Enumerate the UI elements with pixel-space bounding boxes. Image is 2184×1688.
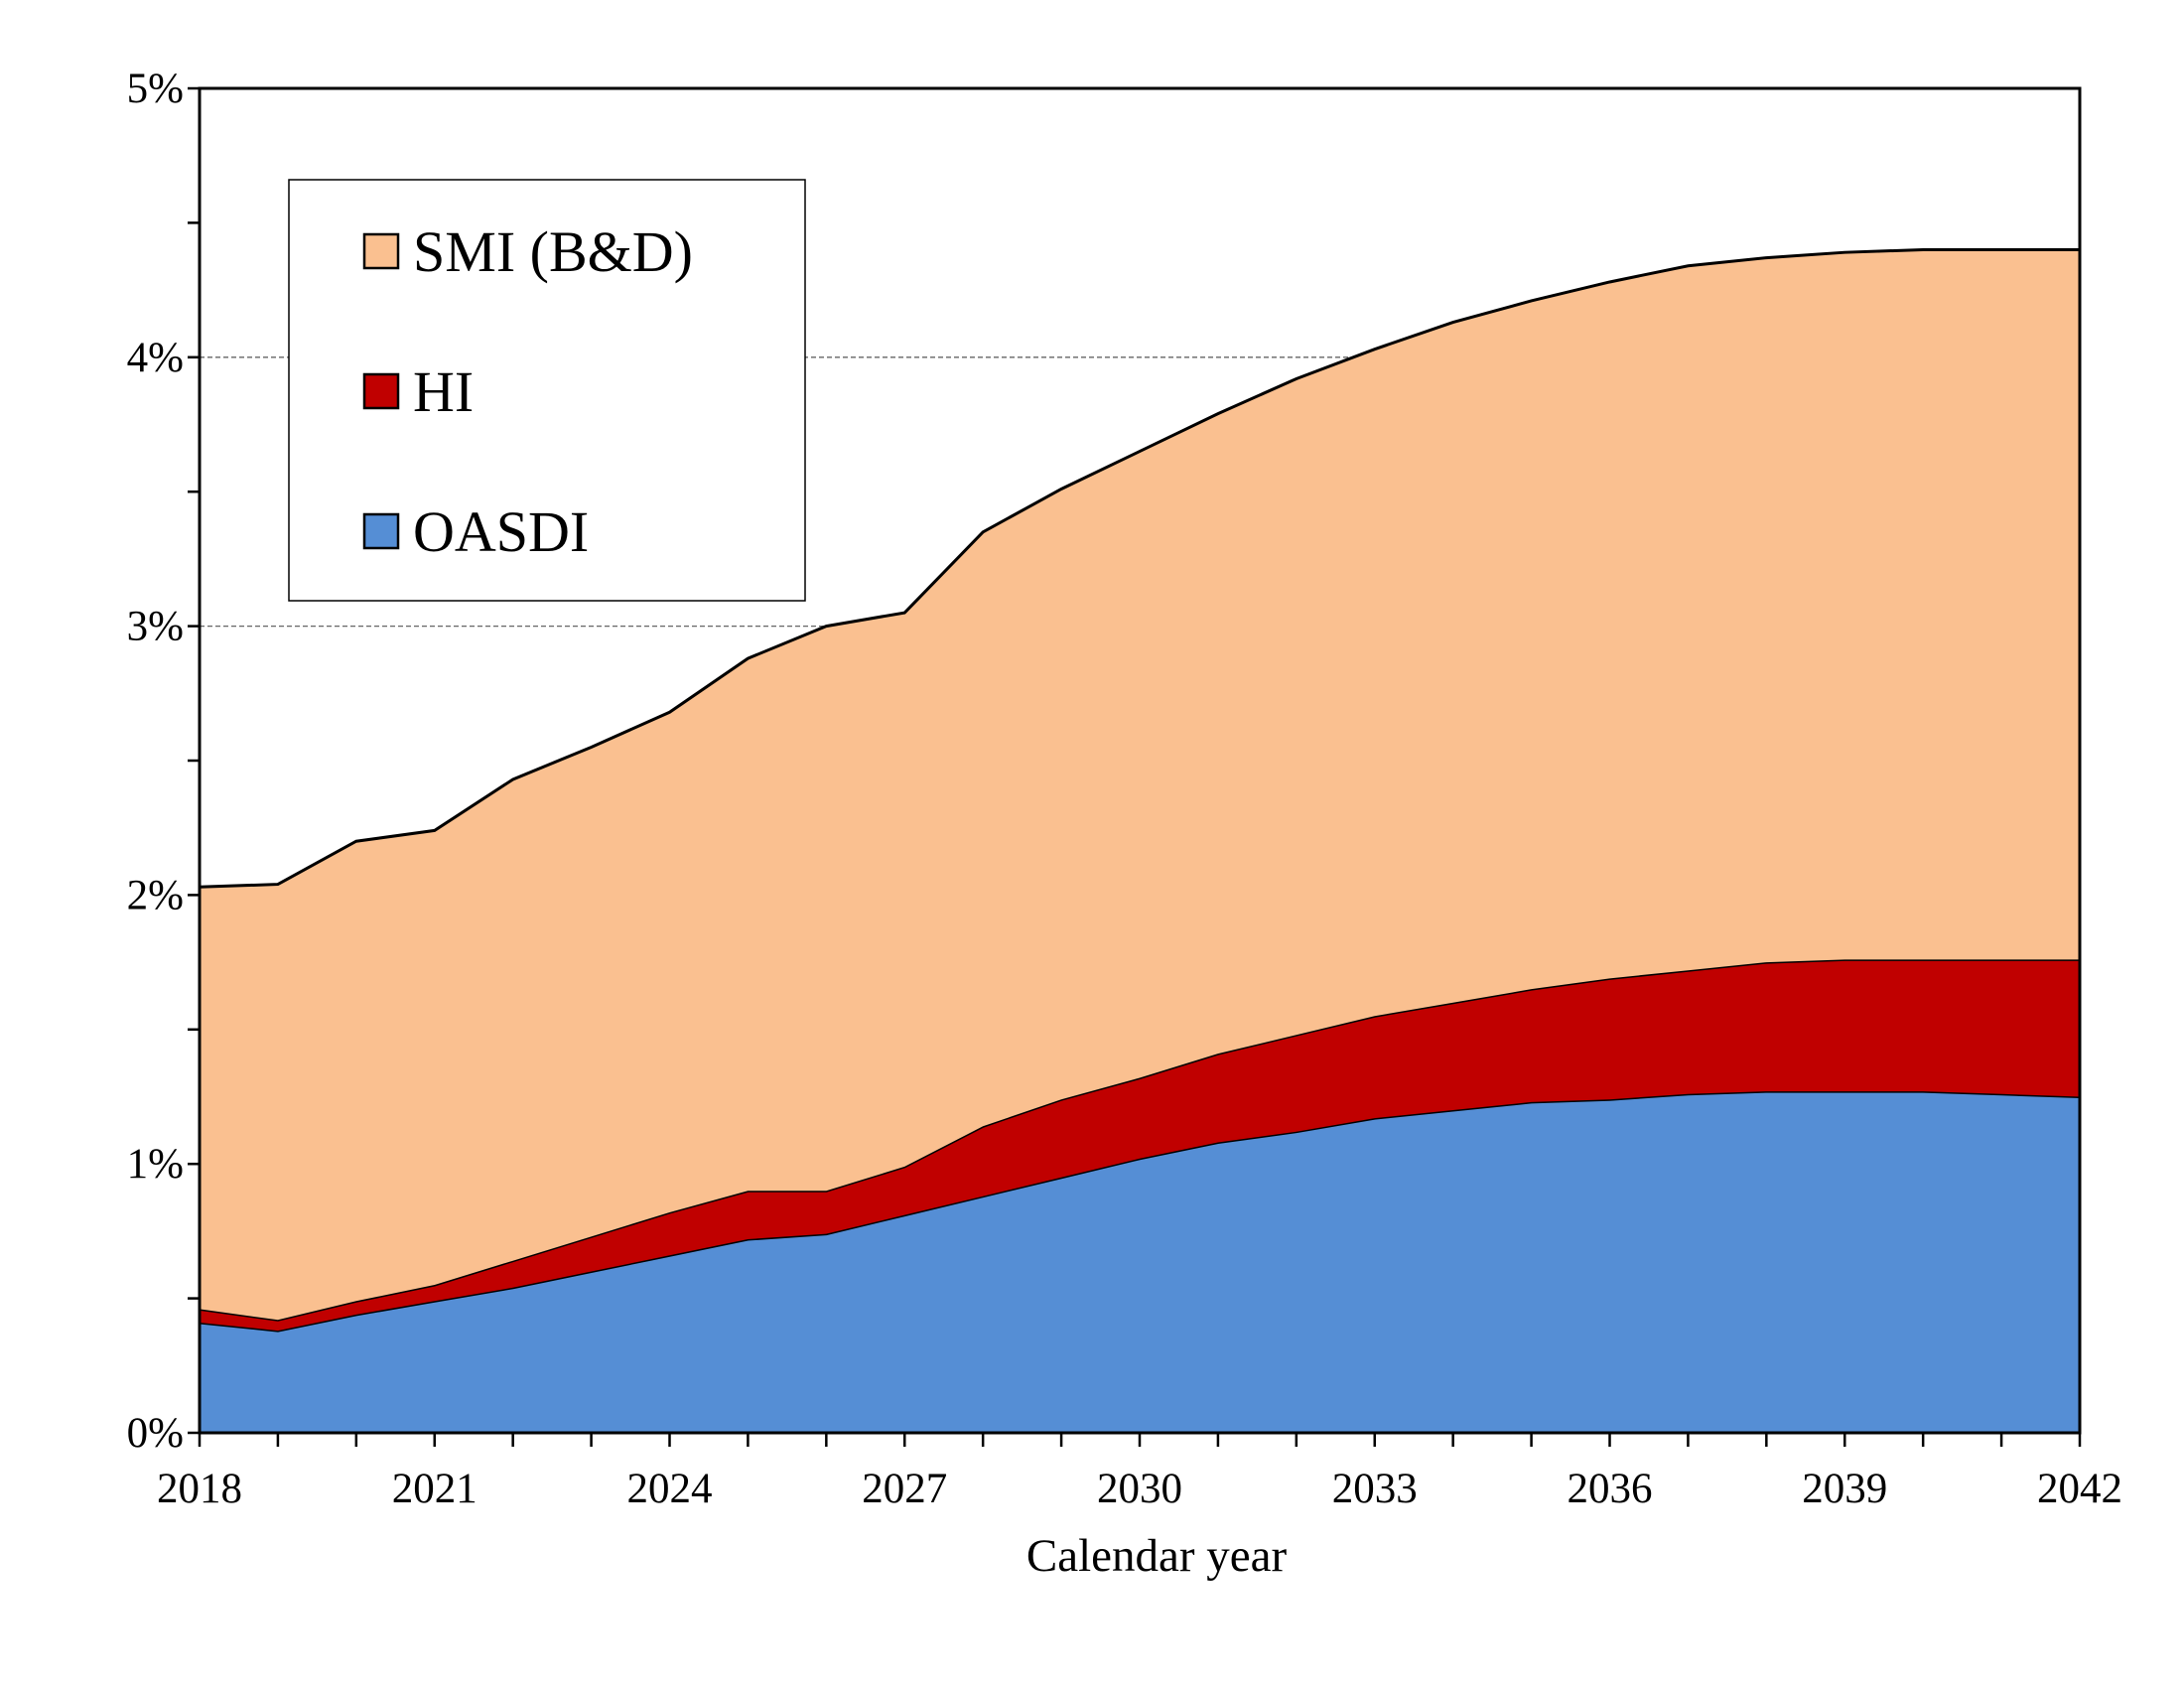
- y-tick-label: 2%: [127, 872, 184, 918]
- y-tick-label: 4%: [127, 335, 184, 381]
- series-line-2: [199, 247, 2080, 889]
- x-tick-label: 2024: [627, 1466, 713, 1512]
- x-tick-label: 2036: [1568, 1466, 1653, 1512]
- x-axis-ticks: 2018 2021 2024 2027 2030 2033 2036 2039 2042: [157, 1433, 2122, 1512]
- y-tick-label: 1%: [127, 1141, 184, 1188]
- y-axis-ticks: 0% 1% 2% 3% 4% 5%: [127, 66, 200, 1457]
- area-hi: [200, 959, 2080, 1332]
- legend-label: SMI (B&D): [413, 219, 693, 284]
- x-axis-label: Calendar year: [1026, 1530, 1288, 1582]
- legend-swatch: [362, 512, 400, 550]
- y-tick-label: 3%: [127, 604, 184, 650]
- x-tick-label: 2039: [1802, 1466, 1887, 1512]
- areas: [199, 247, 2081, 1433]
- legend-swatch: [362, 232, 400, 270]
- x-tick-label: 2018: [157, 1466, 242, 1512]
- legend: SMI (B&D) HI OASDI: [288, 179, 806, 602]
- legend-label: HI: [413, 359, 474, 424]
- legend-label: OASDI: [413, 499, 589, 564]
- y-tick-label: 0%: [127, 1410, 184, 1457]
- x-tick-label: 2042: [2037, 1466, 2122, 1512]
- x-tick-label: 2030: [1097, 1466, 1182, 1512]
- y-tick-label: 5%: [127, 66, 184, 112]
- area-smi-b-d-: [200, 249, 2080, 1321]
- legend-swatch: [362, 372, 400, 410]
- x-tick-label: 2021: [392, 1466, 478, 1512]
- x-tick-label: 2027: [862, 1466, 947, 1512]
- x-tick-label: 2033: [1332, 1466, 1418, 1512]
- area-oasdi: [200, 1091, 2080, 1433]
